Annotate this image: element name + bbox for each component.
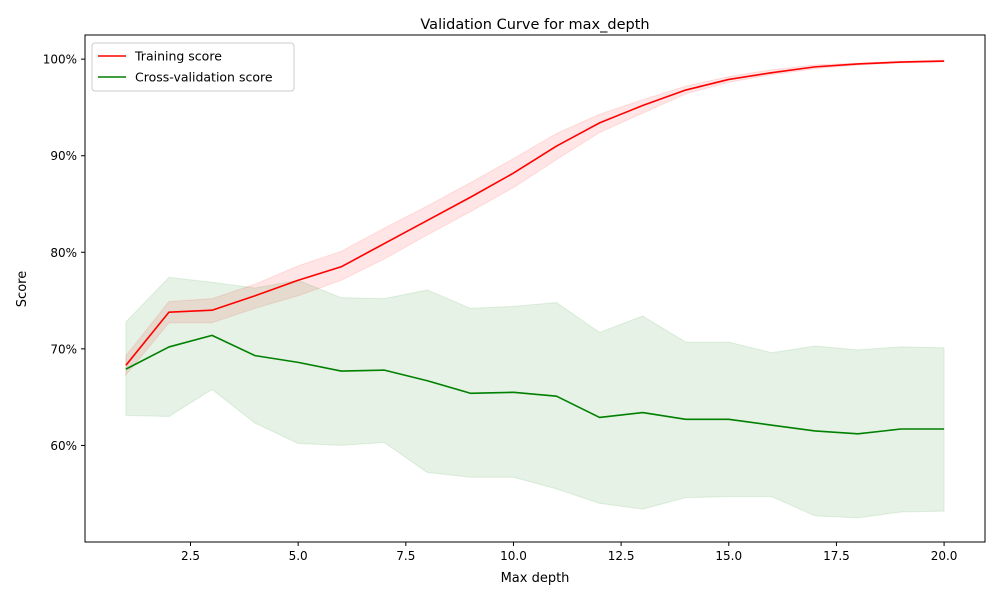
line-cv bbox=[125, 334, 945, 435]
legend-frame bbox=[91, 42, 295, 92]
x-tick-label: 17.5 bbox=[823, 549, 850, 563]
y-axis: 60% 70% 80% 90% 100% bbox=[43, 53, 85, 453]
chart-title: Validation Curve for max_depth bbox=[420, 17, 649, 33]
series-lines bbox=[125, 60, 945, 435]
y-tick-label: 100% bbox=[43, 53, 77, 67]
band-training bbox=[125, 59, 945, 377]
y-tick-label: 90% bbox=[50, 149, 77, 163]
x-tick-label: 2.5 bbox=[181, 549, 200, 563]
x-tick-label: 15.0 bbox=[715, 549, 742, 563]
y-tick-label: 60% bbox=[50, 439, 77, 453]
x-tick-label: 20.0 bbox=[931, 549, 958, 563]
x-tick-label: 10.0 bbox=[500, 549, 527, 563]
band-cv bbox=[125, 276, 945, 519]
x-tick-label: 12.5 bbox=[608, 549, 635, 563]
legend-label-cv: Cross-validation score bbox=[135, 70, 273, 85]
x-axis-label: Max depth bbox=[501, 571, 570, 586]
line-training bbox=[125, 60, 945, 366]
legend: Training score Cross-validation score bbox=[91, 42, 295, 92]
x-tick-label: 5.0 bbox=[289, 549, 308, 563]
x-axis: 2.5 5.0 7.5 10.0 12.5 15.0 17.5 20.0 bbox=[181, 542, 957, 563]
y-tick-label: 70% bbox=[50, 342, 77, 356]
plot-frame bbox=[84, 34, 986, 543]
y-axis-label: Score bbox=[15, 271, 30, 307]
confidence-bands bbox=[125, 59, 945, 519]
y-tick-label: 80% bbox=[50, 246, 77, 260]
x-tick-label: 7.5 bbox=[396, 549, 415, 563]
legend-label-training: Training score bbox=[134, 49, 222, 64]
